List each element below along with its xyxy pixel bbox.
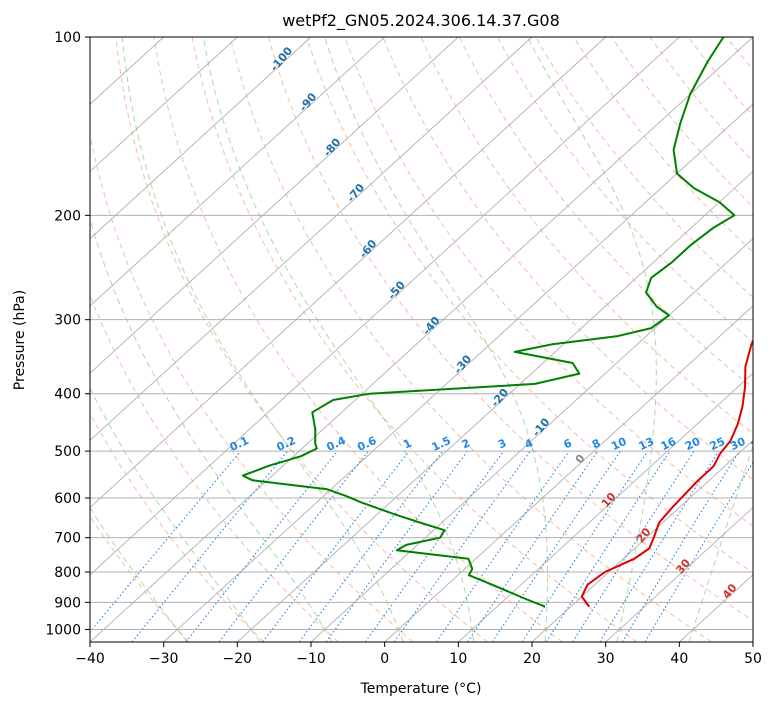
dry-adiabat	[649, 37, 753, 163]
y-tick-label: 1000	[45, 622, 81, 638]
dry-adiabat	[382, 37, 753, 481]
dry-adiabat	[229, 37, 712, 642]
isotherm	[90, 37, 533, 441]
y-tick-label: 500	[54, 444, 81, 460]
mixing-ratio-line	[467, 450, 599, 642]
dry-adiabat	[90, 131, 414, 642]
dry-adiabat	[306, 37, 753, 574]
isotherm	[90, 37, 680, 576]
y-tick-label: 600	[54, 491, 81, 507]
isotherm	[384, 305, 753, 642]
mixing-ratio-label: 36	[749, 435, 769, 453]
x-tick-label: 40	[670, 651, 688, 667]
dry-adiabat	[268, 37, 753, 622]
temperature-profile	[580, 338, 753, 608]
mixing-ratio-line	[131, 450, 289, 642]
chart-title: wetPf2_GN05.2024.306.14.37.G08	[282, 11, 560, 31]
mixing-ratio-line	[599, 450, 720, 642]
dry-adiabat	[611, 37, 753, 208]
dry-adiabat	[573, 37, 753, 253]
moist-adiabat	[90, 387, 261, 642]
dewpoint-profile	[241, 37, 736, 608]
mixing-ratio-label: 16	[659, 435, 679, 453]
mixing-ratio-line	[545, 450, 671, 642]
y-tick-label: 200	[54, 208, 81, 224]
isotherm	[90, 37, 238, 173]
isotherm	[531, 439, 753, 642]
mixing-ratio-line	[185, 450, 339, 642]
mixing-ratio-line	[262, 450, 410, 642]
moist-adiabat	[202, 37, 475, 642]
y-tick-label: 700	[54, 531, 81, 547]
isotherm	[163, 103, 753, 642]
moist-adiabat	[688, 444, 753, 642]
moist-adiabat	[324, 37, 549, 642]
isotherm	[90, 37, 312, 240]
x-tick-label: 50	[744, 651, 762, 667]
y-axis: 100 200 300 400 500 600 700 800 900 1000	[45, 30, 90, 638]
x-axis: −40 −30 −20 −10 0 10 20 30 40 50	[75, 642, 762, 667]
x-tick-label: −10	[296, 651, 326, 667]
mixing-ratio-line	[90, 450, 242, 633]
mixing-ratio-line	[393, 450, 531, 642]
x-tick-label: −30	[149, 651, 179, 667]
y-tick-label: 300	[54, 313, 81, 329]
isotherm	[605, 506, 753, 642]
pressure-gridlines	[90, 37, 753, 630]
background-lines	[90, 37, 775, 642]
isotherm	[237, 170, 753, 642]
mixing-ratio-line	[644, 461, 753, 642]
dry-adiabat	[90, 412, 264, 642]
mixing-ratio-line	[572, 450, 695, 642]
dry-adiabat	[496, 37, 753, 344]
dry-adiabat	[90, 515, 190, 642]
moist-adiabat	[90, 506, 188, 642]
mixing-ratio-label: 30	[728, 435, 748, 453]
y-tick-label: 100	[54, 30, 81, 46]
y-tick-label: 800	[54, 565, 81, 581]
mixing-ratio-label: 20	[683, 435, 703, 453]
x-tick-label: −20	[223, 651, 253, 667]
moist-adiabat	[90, 217, 333, 642]
isotherm	[752, 641, 753, 642]
mixing-ratio-label: 10	[609, 435, 629, 453]
y-tick-label: 400	[54, 387, 81, 403]
mixing-ratio-label: 25	[708, 435, 727, 453]
dry-adiabat	[153, 37, 563, 642]
mixing-ratio-label: 13	[637, 435, 656, 453]
x-tick-label: 0	[380, 651, 389, 667]
dry-adiabat	[535, 37, 753, 298]
isotherm	[90, 37, 606, 509]
isotherm	[90, 37, 753, 642]
plot-frame	[89, 36, 754, 643]
isotherm	[90, 37, 385, 307]
profiles	[241, 37, 753, 608]
dry-adiabat	[115, 37, 488, 642]
y-axis-title: Pressure (hPa)	[12, 290, 28, 390]
moist-adiabat	[121, 37, 404, 642]
mixing-ratio-line	[621, 450, 740, 642]
x-axis-title: Temperature (°C)	[360, 681, 482, 697]
dry-adiabat	[90, 293, 339, 642]
x-tick-label: 30	[597, 651, 615, 667]
x-tick-label: 20	[523, 651, 541, 667]
dry-adiabat	[191, 37, 638, 642]
mixing-ratio-line	[218, 450, 369, 642]
x-tick-label: −40	[75, 651, 105, 667]
mixing-ratio-line	[364, 450, 505, 642]
y-tick-label: 900	[54, 595, 81, 611]
dry-adiabat	[765, 37, 775, 642]
isotherm	[90, 37, 459, 374]
isotherm	[458, 372, 753, 642]
x-tick-label: 10	[449, 651, 467, 667]
